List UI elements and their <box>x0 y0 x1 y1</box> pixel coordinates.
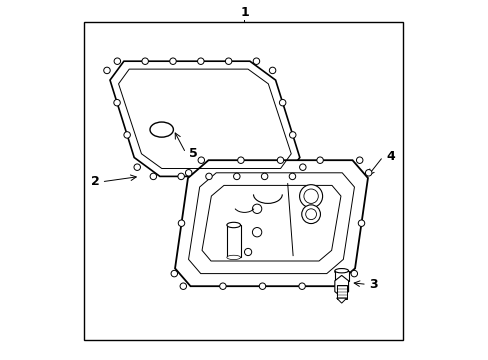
Polygon shape <box>175 160 367 286</box>
Circle shape <box>288 173 295 180</box>
Circle shape <box>252 204 261 213</box>
Circle shape <box>277 157 283 163</box>
Circle shape <box>225 58 231 64</box>
Circle shape <box>178 173 184 180</box>
Circle shape <box>171 270 177 277</box>
Bar <box>334 271 348 281</box>
Text: 2: 2 <box>91 175 99 188</box>
Bar <box>84 22 402 340</box>
Circle shape <box>142 58 148 64</box>
Circle shape <box>356 157 362 163</box>
Circle shape <box>198 157 204 163</box>
Circle shape <box>261 173 267 180</box>
Circle shape <box>269 67 275 74</box>
Ellipse shape <box>226 255 240 260</box>
Circle shape <box>338 283 344 289</box>
Circle shape <box>123 132 130 138</box>
Circle shape <box>150 173 156 180</box>
Circle shape <box>169 58 176 64</box>
Polygon shape <box>336 298 346 303</box>
Bar <box>336 285 346 299</box>
Circle shape <box>303 189 318 203</box>
Circle shape <box>365 170 371 176</box>
Circle shape <box>350 270 357 277</box>
Circle shape <box>180 283 186 289</box>
Ellipse shape <box>334 269 348 273</box>
Circle shape <box>197 58 203 64</box>
Circle shape <box>299 164 305 170</box>
Bar <box>226 225 240 257</box>
Ellipse shape <box>334 269 348 274</box>
Circle shape <box>305 209 316 220</box>
Text: 4: 4 <box>386 150 395 163</box>
Circle shape <box>289 132 295 138</box>
Circle shape <box>244 248 251 256</box>
Circle shape <box>316 157 323 163</box>
Circle shape <box>185 170 192 176</box>
Ellipse shape <box>150 122 173 137</box>
Polygon shape <box>110 61 299 176</box>
Circle shape <box>114 99 120 106</box>
Circle shape <box>134 164 140 170</box>
Circle shape <box>253 58 259 64</box>
Ellipse shape <box>226 222 240 228</box>
Text: 1: 1 <box>240 6 248 19</box>
Circle shape <box>298 283 305 289</box>
Text: 5: 5 <box>188 147 197 159</box>
Circle shape <box>233 173 240 180</box>
Circle shape <box>299 185 322 208</box>
Circle shape <box>301 205 320 224</box>
Circle shape <box>237 157 244 163</box>
Circle shape <box>205 173 212 180</box>
Circle shape <box>114 58 121 64</box>
Text: 3: 3 <box>368 278 377 291</box>
Circle shape <box>279 99 285 106</box>
Circle shape <box>178 220 184 226</box>
Polygon shape <box>334 275 348 297</box>
Circle shape <box>259 283 265 289</box>
Circle shape <box>103 67 110 74</box>
Circle shape <box>252 228 261 237</box>
Circle shape <box>358 220 364 226</box>
Circle shape <box>219 283 225 289</box>
